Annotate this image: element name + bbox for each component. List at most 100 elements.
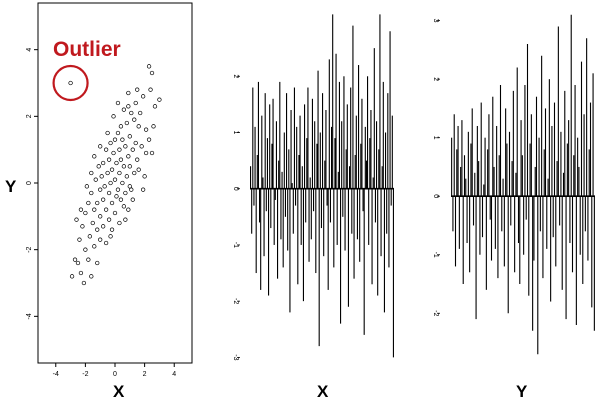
scatter-point bbox=[112, 210, 118, 216]
y-tick-label: -2 bbox=[432, 310, 439, 316]
scatter-point bbox=[146, 64, 152, 69]
y-tick-label: 1 bbox=[232, 131, 239, 135]
scatter-point bbox=[157, 97, 162, 102]
scatter-point bbox=[89, 170, 94, 176]
scatter-x-ticks: -4 -2 0 2 4 bbox=[53, 363, 176, 378]
scatter-point bbox=[106, 157, 112, 162]
scatter-point bbox=[90, 220, 95, 226]
scatter-point bbox=[121, 164, 127, 169]
scatter-point bbox=[136, 167, 141, 172]
scatter-point bbox=[123, 217, 128, 222]
y-tick-label: -1 bbox=[432, 252, 439, 258]
y-tick-label: 0 bbox=[432, 194, 439, 198]
scatter-point bbox=[93, 177, 98, 182]
scatter-point bbox=[86, 257, 91, 262]
scatter-point bbox=[127, 134, 132, 139]
scatter-point bbox=[92, 154, 97, 159]
scatter-point bbox=[98, 144, 103, 149]
scatter-point bbox=[109, 167, 115, 172]
scatter-point bbox=[98, 237, 103, 242]
y-tick-label: 2 bbox=[432, 77, 439, 81]
scatter-point bbox=[80, 224, 85, 229]
x-tick-label: 0 bbox=[113, 371, 117, 378]
scatter-point bbox=[143, 150, 149, 156]
scatter-y-ticks: -4 -2 0 2 4 bbox=[26, 48, 38, 319]
scatter-point bbox=[127, 164, 132, 169]
scatter-point bbox=[115, 187, 121, 192]
scatter-point bbox=[101, 160, 106, 166]
scatter-point bbox=[117, 220, 122, 226]
scatter-point bbox=[92, 207, 97, 212]
scatter-point bbox=[117, 170, 122, 176]
scatter-point bbox=[84, 184, 90, 189]
scatter-point bbox=[103, 240, 109, 246]
scatter-point bbox=[149, 150, 155, 156]
scatter-point bbox=[95, 200, 100, 206]
scatter-point bbox=[117, 147, 122, 152]
scatter-point bbox=[124, 120, 129, 126]
scatter-point bbox=[98, 214, 103, 219]
y-tick-label: -2 bbox=[26, 246, 33, 252]
scatter-panel: -4 -2 0 2 4 -4 -2 0 2 4 Outlier Y X bbox=[5, 2, 193, 401]
scatter-point bbox=[83, 247, 88, 252]
scatter-point bbox=[108, 140, 113, 146]
scatter-y-label: Y bbox=[5, 177, 17, 196]
scatter-point bbox=[132, 170, 137, 176]
scatter-point bbox=[103, 147, 109, 152]
y-tick-label: 3 bbox=[432, 19, 439, 23]
scatter-point bbox=[108, 234, 113, 239]
scatter-point bbox=[129, 110, 134, 116]
series-y-label: Y bbox=[516, 382, 528, 401]
scatter-point bbox=[146, 137, 152, 142]
scatter-point bbox=[140, 94, 146, 99]
scatter-point bbox=[98, 187, 103, 192]
scatter-x-label: X bbox=[113, 382, 125, 401]
scatter-point bbox=[115, 130, 121, 136]
scatter-point bbox=[148, 87, 153, 92]
scatter-point bbox=[114, 194, 119, 199]
scatter-point bbox=[149, 70, 155, 76]
y-tick-label: 0 bbox=[26, 181, 33, 185]
scatter-point bbox=[106, 217, 112, 222]
series-x-y-ticks: -3 -2 -1 0 1 2 bbox=[232, 74, 240, 361]
y-tick-label: -1 bbox=[232, 242, 239, 248]
scatter-point bbox=[151, 124, 156, 129]
scatter-point bbox=[118, 157, 124, 162]
scatter-point bbox=[126, 154, 131, 159]
scatter-point bbox=[152, 104, 158, 109]
scatter-point bbox=[101, 224, 106, 229]
scatter-point bbox=[142, 174, 147, 179]
outlier-circle bbox=[52, 64, 89, 102]
scatter-point bbox=[126, 104, 131, 109]
scatter-point bbox=[89, 274, 94, 279]
scatter-point bbox=[126, 207, 131, 212]
scatter-point bbox=[135, 157, 140, 162]
y-tick-label: 0 bbox=[232, 187, 239, 191]
y-tick-label: 2 bbox=[232, 74, 239, 78]
scatter-point bbox=[96, 164, 101, 169]
scatter-point bbox=[139, 144, 144, 149]
scatter-point bbox=[78, 207, 84, 212]
scatter-point bbox=[99, 174, 104, 179]
scatter-point bbox=[112, 137, 118, 142]
scatter-point bbox=[77, 237, 82, 242]
scatter-point bbox=[115, 100, 121, 106]
scatter-point bbox=[133, 100, 138, 106]
scatter-point bbox=[136, 124, 141, 129]
scatter-point bbox=[95, 260, 100, 266]
y-tick-label: -4 bbox=[26, 313, 33, 319]
x-tick-label: -4 bbox=[53, 371, 59, 378]
scatter-point bbox=[75, 260, 81, 266]
series-y-y-ticks: -2 -1 0 1 2 3 bbox=[432, 19, 440, 316]
y-tick-label: -2 bbox=[232, 298, 239, 304]
scatter-point bbox=[109, 227, 115, 232]
scatter-point bbox=[140, 187, 146, 192]
scatter-point bbox=[121, 107, 127, 112]
scatter-point bbox=[83, 210, 88, 216]
scatter-point bbox=[120, 180, 125, 186]
scatter-point bbox=[106, 190, 112, 196]
scatter-point bbox=[114, 160, 119, 166]
y-tick-label: 4 bbox=[26, 48, 33, 52]
scatter-point bbox=[143, 127, 149, 132]
